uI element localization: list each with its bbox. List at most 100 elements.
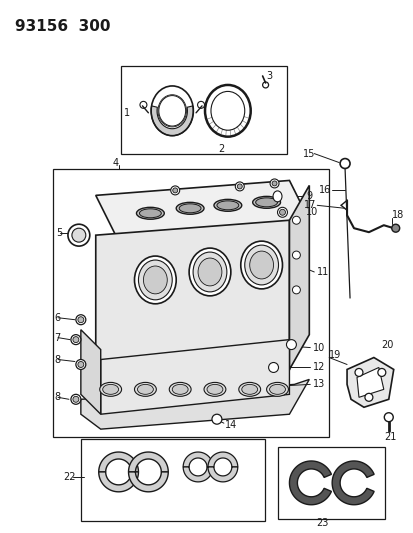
Ellipse shape — [206, 384, 222, 394]
Ellipse shape — [241, 384, 257, 394]
Circle shape — [172, 188, 177, 193]
Text: 20: 20 — [380, 340, 392, 350]
Bar — [53, 168, 328, 437]
Polygon shape — [98, 472, 138, 492]
Polygon shape — [100, 340, 289, 414]
Text: 23: 23 — [315, 518, 328, 528]
Text: 4: 4 — [112, 158, 119, 167]
Text: 5: 5 — [56, 228, 62, 238]
Text: 18: 18 — [391, 210, 403, 220]
Ellipse shape — [255, 198, 277, 207]
Circle shape — [71, 394, 81, 404]
Text: 1: 1 — [123, 108, 129, 118]
Circle shape — [292, 286, 300, 294]
Polygon shape — [289, 461, 331, 505]
Polygon shape — [183, 467, 212, 482]
Text: 11: 11 — [316, 267, 329, 277]
Ellipse shape — [240, 241, 282, 289]
Polygon shape — [183, 452, 212, 467]
Polygon shape — [331, 461, 373, 505]
Text: 2: 2 — [217, 143, 223, 154]
Ellipse shape — [179, 204, 201, 213]
Polygon shape — [207, 452, 237, 467]
Text: 8: 8 — [54, 392, 60, 402]
Ellipse shape — [214, 199, 241, 211]
Ellipse shape — [138, 260, 172, 300]
Polygon shape — [95, 181, 309, 235]
Circle shape — [277, 207, 287, 217]
Ellipse shape — [197, 258, 221, 286]
Text: 22: 22 — [63, 472, 75, 482]
Polygon shape — [346, 358, 393, 407]
Circle shape — [73, 397, 78, 402]
Circle shape — [68, 224, 90, 246]
Circle shape — [71, 335, 81, 345]
Ellipse shape — [269, 384, 285, 394]
Ellipse shape — [139, 209, 161, 218]
Text: 7: 7 — [54, 333, 60, 343]
Text: 10: 10 — [306, 207, 318, 217]
Circle shape — [211, 414, 221, 424]
Circle shape — [292, 251, 300, 259]
Polygon shape — [356, 367, 383, 397]
Circle shape — [72, 228, 85, 242]
Text: 16: 16 — [318, 185, 331, 196]
Circle shape — [391, 224, 399, 232]
Polygon shape — [81, 330, 100, 414]
Text: 8: 8 — [54, 354, 60, 365]
Text: 13: 13 — [313, 379, 325, 390]
Text: 14: 14 — [224, 420, 237, 430]
Ellipse shape — [273, 191, 281, 202]
Ellipse shape — [143, 266, 167, 294]
Ellipse shape — [266, 382, 288, 397]
Bar — [277, 447, 384, 519]
Polygon shape — [128, 472, 168, 492]
Text: 93156  300: 93156 300 — [15, 19, 111, 34]
Circle shape — [170, 186, 179, 195]
Ellipse shape — [169, 382, 191, 397]
Circle shape — [78, 361, 83, 367]
Text: 15: 15 — [303, 149, 315, 159]
Circle shape — [269, 179, 278, 188]
Polygon shape — [289, 185, 309, 369]
Ellipse shape — [134, 382, 156, 397]
Ellipse shape — [189, 248, 230, 296]
Bar — [120, 66, 287, 154]
Ellipse shape — [134, 256, 176, 304]
Circle shape — [73, 337, 78, 343]
Polygon shape — [128, 452, 168, 472]
Bar — [81, 439, 264, 521]
Circle shape — [76, 315, 85, 325]
Circle shape — [271, 181, 276, 186]
Text: 6: 6 — [54, 313, 60, 323]
Circle shape — [286, 340, 296, 350]
Polygon shape — [151, 106, 193, 136]
Ellipse shape — [204, 382, 225, 397]
Ellipse shape — [238, 382, 260, 397]
Text: 10: 10 — [313, 343, 325, 352]
Polygon shape — [95, 220, 289, 384]
Circle shape — [237, 184, 242, 189]
Ellipse shape — [100, 382, 121, 397]
Ellipse shape — [136, 207, 164, 219]
Text: 9: 9 — [306, 191, 312, 201]
Circle shape — [383, 413, 392, 422]
Ellipse shape — [157, 95, 186, 127]
Circle shape — [268, 362, 278, 373]
Circle shape — [292, 216, 300, 224]
Circle shape — [364, 393, 372, 401]
Ellipse shape — [244, 245, 278, 285]
Circle shape — [76, 360, 85, 369]
Circle shape — [377, 368, 385, 376]
Circle shape — [78, 317, 83, 322]
Ellipse shape — [176, 203, 204, 214]
Circle shape — [354, 368, 362, 376]
Ellipse shape — [172, 384, 188, 394]
Text: 19: 19 — [328, 350, 341, 360]
Circle shape — [279, 209, 285, 215]
Ellipse shape — [102, 384, 118, 394]
Text: 12: 12 — [313, 362, 325, 373]
Ellipse shape — [192, 252, 226, 292]
Text: 21: 21 — [383, 432, 395, 442]
Text: 3: 3 — [266, 71, 272, 81]
